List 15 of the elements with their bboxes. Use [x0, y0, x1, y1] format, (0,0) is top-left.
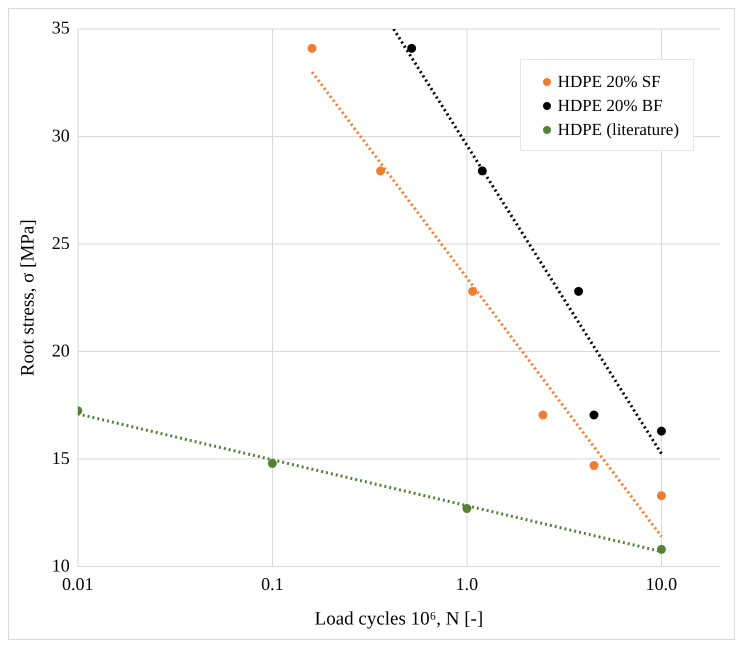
x-tick-label: 0.01	[62, 574, 94, 594]
legend-label: HDPE 20% SF	[558, 72, 661, 92]
y-axis-title: Root stress, σ [MPa]	[17, 219, 38, 376]
y-tick-label: 20	[52, 340, 70, 360]
legend-label: HDPE 20% BF	[558, 96, 663, 116]
y-tick-label: 30	[52, 125, 70, 146]
y-tick-label: 10	[52, 555, 70, 576]
x-tick-label: 0.1	[261, 574, 284, 594]
y-tick-label: 15	[52, 448, 70, 468]
legend-label: HDPE (literature)	[558, 120, 679, 140]
y-tick-label: 25	[52, 232, 70, 253]
x-tick-label: 1.0	[456, 574, 478, 594]
x-tick-label: 10.0	[646, 574, 678, 594]
y-tick-label: 35	[52, 18, 70, 38]
x-axis-title: Load cycles 10⁶, N [-]	[314, 608, 484, 630]
